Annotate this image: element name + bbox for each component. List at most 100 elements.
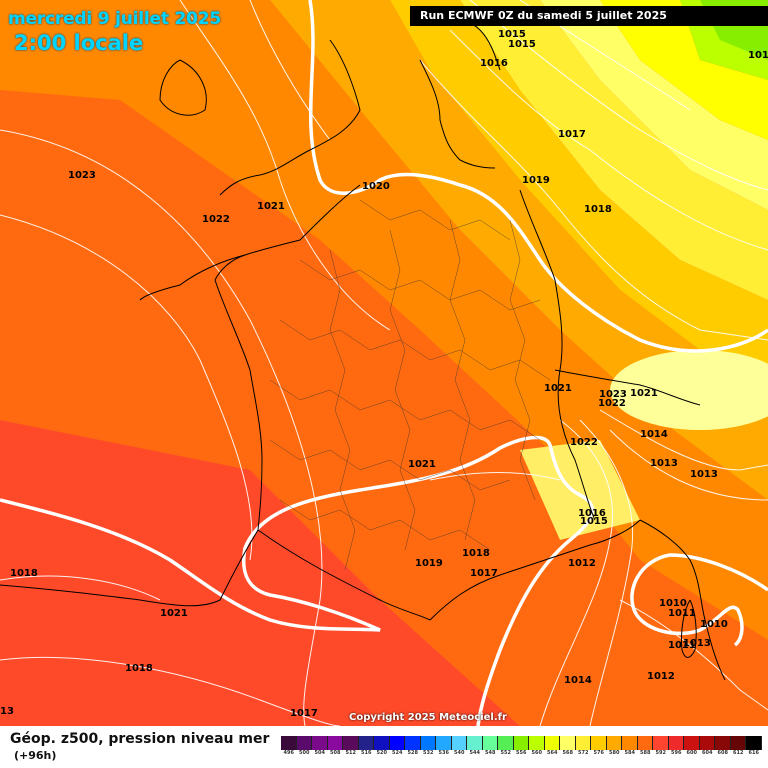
colour-scale: 496 500 504 508 512 516 520 524 528 532 536 540 544 5… bbox=[281, 736, 762, 756]
pressure-label: 1022 bbox=[598, 398, 626, 409]
scale-label: 552 bbox=[500, 750, 511, 756]
run-info: Run ECMWF 0Z du samedi 5 juillet 2025 bbox=[410, 6, 768, 26]
pressure-label: 1014 bbox=[564, 675, 592, 686]
scale-swatch bbox=[529, 736, 545, 750]
isobar-1020-se bbox=[630, 553, 768, 647]
isobar-1020-south bbox=[0, 435, 595, 726]
isobar bbox=[0, 575, 161, 601]
pressure-label: 1023 bbox=[599, 389, 627, 400]
scale-swatch bbox=[498, 736, 514, 750]
scale-swatch bbox=[653, 736, 669, 750]
pressure-label: 1013 bbox=[690, 469, 718, 480]
pressure-label: 1015 bbox=[498, 29, 526, 40]
scale-label: 544 bbox=[469, 750, 480, 756]
scale-label: 564 bbox=[547, 750, 558, 756]
scale-swatch bbox=[622, 736, 638, 750]
pressure-label: 1021 bbox=[408, 459, 436, 470]
scale-swatch bbox=[575, 736, 591, 750]
scale-label: 560 bbox=[531, 750, 542, 756]
weather-map: 1015101510161012101710191018102010231022… bbox=[0, 0, 768, 726]
isobar bbox=[539, 419, 614, 726]
scale-swatch bbox=[591, 736, 607, 750]
dept-line bbox=[359, 199, 511, 241]
scale-swatch bbox=[327, 736, 343, 750]
pressure-label: 1018 bbox=[10, 568, 38, 579]
scale-label: 580 bbox=[609, 750, 620, 756]
pressure-label: 1022 bbox=[570, 437, 598, 448]
pressure-label: 1018 bbox=[584, 204, 612, 215]
scale-label: 508 bbox=[330, 750, 341, 756]
scale-label: 512 bbox=[345, 750, 356, 756]
isobar bbox=[609, 429, 768, 501]
dept-line bbox=[269, 379, 541, 441]
pressure-label: 1018 bbox=[462, 548, 490, 559]
scale-label: 520 bbox=[376, 750, 387, 756]
scale-swatch bbox=[312, 736, 328, 750]
coastlines bbox=[0, 17, 726, 681]
scale-swatch bbox=[730, 736, 746, 750]
isobar bbox=[249, 0, 331, 141]
isobar-1020-north bbox=[308, 0, 768, 353]
coast-france-north bbox=[214, 184, 361, 281]
isobar-1020 bbox=[0, 0, 768, 726]
scale-label: 504 bbox=[314, 750, 325, 756]
pressure-label: 1011 bbox=[668, 640, 696, 651]
pressure-label: 1017 bbox=[290, 708, 318, 719]
pressure-label: 1020 bbox=[362, 181, 390, 192]
legend-title: Géop. z500, pression niveau mer bbox=[10, 731, 270, 747]
scale-label: 584 bbox=[624, 750, 635, 756]
pressure-label: 1021 bbox=[630, 388, 658, 399]
pressure-label: 1019 bbox=[522, 175, 550, 186]
forecast-date: mercredi 9 juillet 2025 bbox=[8, 9, 221, 29]
pressure-label: 1021 bbox=[544, 383, 572, 394]
scale-label: 536 bbox=[438, 750, 449, 756]
isobar bbox=[469, 0, 768, 191]
isobar bbox=[179, 0, 391, 331]
scale-swatch bbox=[405, 736, 421, 750]
band-568 bbox=[390, 0, 768, 380]
pressure-label: 1016 bbox=[480, 58, 508, 69]
scale-swatch bbox=[343, 736, 359, 750]
dept-line bbox=[299, 259, 541, 311]
scale-swatch bbox=[451, 736, 467, 750]
scale-swatch bbox=[436, 736, 452, 750]
border-alps bbox=[554, 369, 701, 406]
scale-label: 572 bbox=[578, 750, 589, 756]
coast-britain bbox=[219, 39, 361, 196]
pressure-label: 1012 bbox=[647, 671, 675, 682]
pressure-label: 1012 bbox=[748, 50, 768, 61]
dept-line bbox=[269, 439, 511, 491]
copyright: Copyright 2025 Meteociel.fr bbox=[349, 712, 507, 723]
scale-swatch bbox=[668, 736, 684, 750]
pressure-label: 1010 bbox=[700, 619, 728, 630]
isobar bbox=[419, 59, 768, 341]
scale-label: 524 bbox=[392, 750, 403, 756]
pressure-label: 1017 bbox=[470, 568, 498, 579]
scale-label: 532 bbox=[423, 750, 434, 756]
pressure-label: 13 bbox=[0, 706, 14, 717]
scale-label: 568 bbox=[562, 750, 573, 756]
scale-swatch bbox=[699, 736, 715, 750]
pressure-labels: 1015101510161012101710191018102010231022… bbox=[0, 29, 768, 719]
pressure-label: 1012 bbox=[568, 558, 596, 569]
pressure-label: 1017 bbox=[558, 129, 586, 140]
scale-swatch bbox=[544, 736, 560, 750]
scale-label: 612 bbox=[733, 750, 744, 756]
isobar bbox=[0, 214, 253, 561]
dept-line bbox=[389, 229, 416, 551]
pressure-label: 1015 bbox=[508, 39, 536, 50]
pressure-label: 1022 bbox=[202, 214, 230, 225]
dept-line bbox=[279, 319, 551, 381]
pressure-label: 1021 bbox=[257, 201, 285, 212]
border-france-east bbox=[519, 189, 596, 521]
scale-swatch bbox=[684, 736, 700, 750]
scale-label: 548 bbox=[485, 750, 496, 756]
scale-swatch bbox=[746, 736, 762, 750]
scale-labels: 496 500 504 508 512 516 520 524 528 532 536 540 544 5… bbox=[281, 750, 762, 756]
scale-label: 556 bbox=[516, 750, 527, 756]
scale-swatch bbox=[637, 736, 653, 750]
pressure-label: 1021 bbox=[160, 608, 188, 619]
scale-label: 616 bbox=[748, 750, 759, 756]
scale-label: 588 bbox=[640, 750, 651, 756]
pressure-label: 1023 bbox=[68, 170, 96, 181]
